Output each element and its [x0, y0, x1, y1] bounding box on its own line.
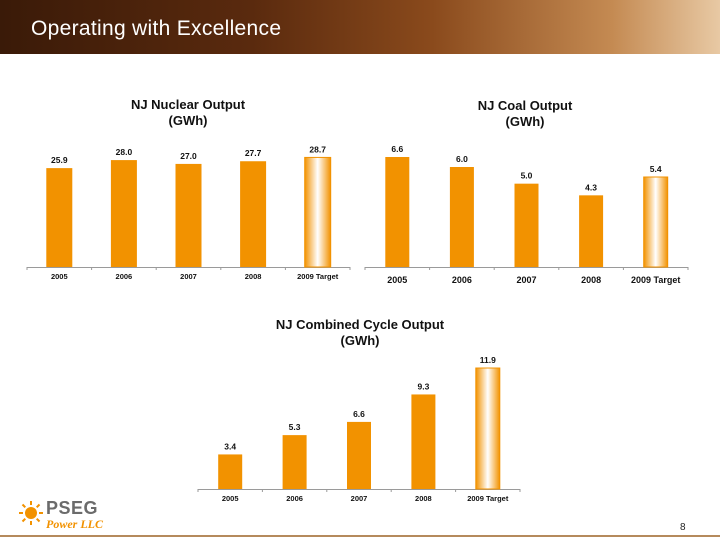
coal-bar: [449, 167, 474, 267]
nuclear-bar: [304, 156, 332, 268]
combined-cycle-x-tick-label: 2009 Target: [467, 494, 509, 503]
combined-cycle-value-label: 11.9: [480, 355, 496, 365]
coal-x-tick-label: 2005: [387, 275, 407, 285]
nuclear-chart-title: NJ Nuclear Output (GWh): [108, 97, 268, 130]
logo-name: PSEG: [46, 498, 99, 518]
coal-value-label: 4.3: [585, 182, 597, 192]
nuclear-x-tick-label: 2006: [116, 272, 133, 281]
combined-cycle-value-label: 9.3: [417, 381, 429, 391]
coal-value-label: 5.0: [521, 171, 533, 181]
coal-output-chart: 6.6 2005 6.0 2006 5.0 2007 4.3 2008 5.4 2009 Targ…: [364, 144, 689, 285]
nuclear-value-label: 27.0: [180, 151, 197, 161]
combined-cycle-bar: [411, 394, 436, 489]
coal-chart-title: NJ Coal Output (GWh): [455, 98, 595, 131]
coal-value-label: 6.0: [456, 154, 468, 164]
combined-cycle-x-tick-label: 2005: [222, 494, 239, 503]
sun-icon: [19, 501, 43, 525]
pseg-logo: PSEG Power LLC: [18, 498, 128, 534]
page-number: 8: [680, 522, 686, 533]
coal-chart-title-line1: NJ Coal Output: [477, 98, 573, 113]
combined-cycle-value-label: 5.3: [289, 422, 301, 432]
coal-x-tick-label: 2007: [516, 275, 536, 285]
coal-bar: [579, 195, 604, 267]
nuclear-output-chart: 25.9 2005 28.0 2006 27.0 2007 27.7 2008 28.7 2009…: [26, 144, 351, 281]
nuclear-chart-title-line2: (GWh): [168, 113, 208, 129]
combined-cycle-bar: [218, 454, 243, 489]
nuclear-value-label: 27.7: [245, 148, 262, 158]
combined-cycle-bar: [475, 367, 501, 490]
header-bar: Operating with Excellence: [0, 0, 720, 54]
nuclear-value-label: 25.9: [51, 155, 68, 165]
nuclear-x-tick-label: 2007: [180, 272, 197, 281]
coal-value-label: 5.4: [650, 164, 662, 174]
coal-bar: [514, 183, 539, 267]
nuclear-bar: [110, 160, 137, 267]
nuclear-x-tick-label: 2009 Target: [297, 272, 339, 281]
combined-cycle-chart-title: NJ Combined Cycle Output (GWh): [250, 317, 470, 350]
combined-cycle-x-tick-label: 2008: [415, 494, 432, 503]
nuclear-bar: [240, 161, 267, 267]
coal-value-label: 6.6: [391, 144, 403, 154]
combined-cycle-x-tick-label: 2006: [286, 494, 303, 503]
combined-cycle-value-label: 6.6: [353, 409, 365, 419]
combined-cycle-chart-title-line2: (GWh): [340, 333, 380, 349]
nuclear-bar: [175, 163, 202, 267]
page-title: Operating with Excellence: [31, 17, 282, 40]
footer-divider: [0, 535, 720, 537]
coal-bar: [643, 176, 669, 268]
combined-cycle-bar: [347, 421, 371, 489]
nuclear-value-label: 28.0: [116, 147, 133, 157]
coal-bar: [385, 157, 410, 267]
nuclear-x-tick-label: 2008: [245, 272, 262, 281]
nuclear-value-label: 28.7: [309, 144, 326, 154]
nuclear-x-tick-label: 2005: [51, 272, 68, 281]
combined-cycle-output-chart: 3.4 2005 5.3 2006 6.6 2007 9.3 2008 11.9 2009 Tar…: [197, 355, 521, 503]
logo-subtitle: Power LLC: [46, 517, 103, 531]
coal-x-tick-label: 2009 Target: [631, 275, 680, 285]
combined-cycle-value-label: 3.4: [224, 441, 236, 451]
combined-cycle-x-tick-label: 2007: [351, 494, 368, 503]
coal-chart-title-line2: (GWh): [505, 114, 545, 130]
combined-cycle-chart-title-line1: NJ Combined Cycle Output: [275, 317, 445, 332]
coal-x-tick-label: 2008: [581, 275, 601, 285]
nuclear-chart-title-line1: NJ Nuclear Output: [130, 97, 246, 112]
combined-cycle-bar: [282, 435, 307, 489]
nuclear-bar: [46, 168, 73, 267]
coal-x-tick-label: 2006: [452, 275, 472, 285]
